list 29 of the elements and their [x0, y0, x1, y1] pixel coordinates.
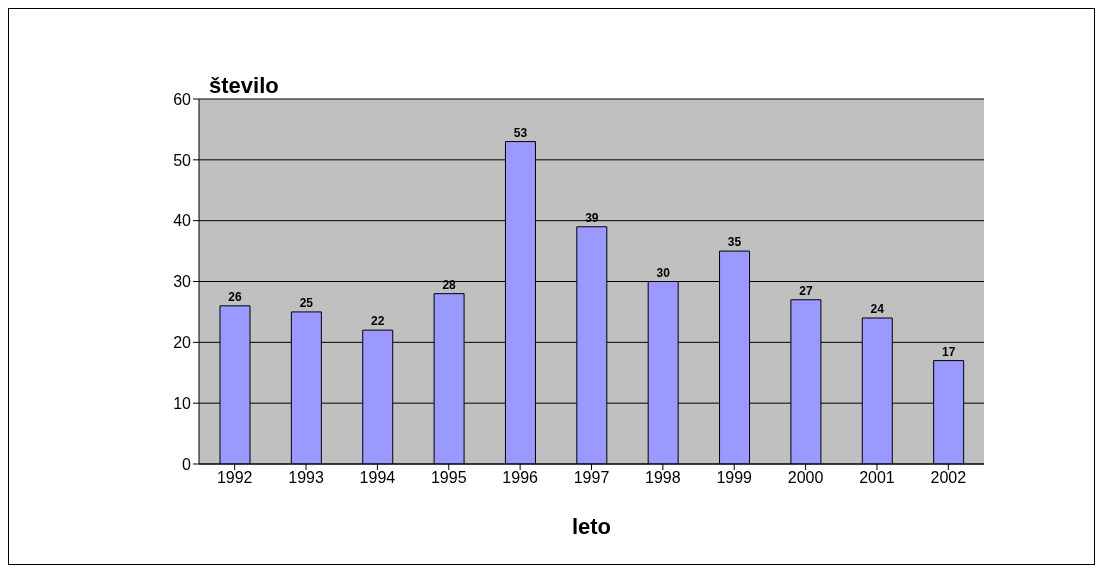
y-tick-label: 50 — [173, 151, 192, 169]
y-tick-label: 20 — [173, 334, 192, 352]
x-tick-label: 1999 — [716, 469, 753, 487]
x-tick-label: 1995 — [430, 469, 467, 487]
data-label: 53 — [513, 125, 528, 140]
x-tick-label: 1997 — [573, 469, 610, 487]
data-label: 30 — [656, 265, 671, 280]
data-label: 17 — [941, 344, 956, 359]
x-tick-label: 1992 — [216, 469, 253, 487]
data-label: 27 — [799, 283, 813, 298]
y-tick-label: 10 — [173, 394, 192, 412]
y-tick-label: 40 — [173, 212, 192, 230]
x-tick-label: 2001 — [859, 469, 895, 487]
data-label: 35 — [727, 235, 742, 250]
data-label: 22 — [371, 314, 385, 329]
data-label: 26 — [228, 289, 242, 304]
data-label: 24 — [870, 302, 885, 316]
y-tick-label: 0 — [182, 455, 192, 473]
x-tick-label: 1998 — [645, 469, 681, 487]
x-tick-label: 1993 — [288, 469, 324, 487]
x-tick-label: 2000 — [787, 469, 824, 487]
x-tick-label: 1994 — [359, 469, 396, 487]
x-tick-label: 1996 — [502, 469, 539, 487]
y-tick-label: 60 — [173, 90, 192, 108]
y-tick-label: 30 — [173, 273, 192, 291]
y-axis-title: število — [209, 72, 279, 98]
data-label: 25 — [299, 295, 314, 310]
x-axis-title: leto — [571, 514, 612, 539]
x-tick-label: 2002 — [930, 469, 967, 487]
